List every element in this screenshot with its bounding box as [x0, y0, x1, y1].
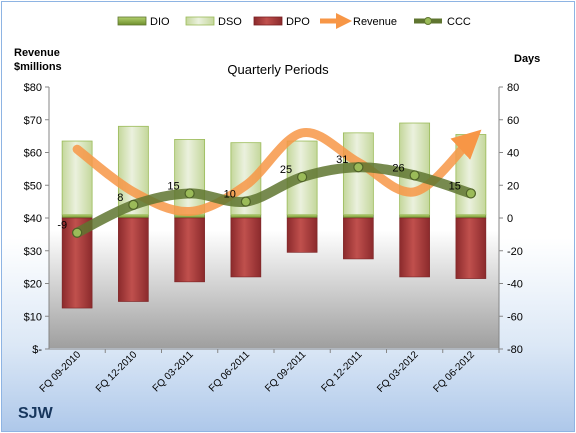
legend-item-revenue: Revenue — [320, 12, 397, 30]
ccc-point — [465, 188, 476, 199]
ticker-label: SJW — [18, 405, 54, 422]
ccc-point — [353, 162, 364, 173]
legend-item-ccc: CCC — [414, 16, 471, 28]
right-axis: -80 -60 -40 -20 0 20 40 60 80 — [499, 82, 523, 356]
bar-dpo — [343, 217, 374, 260]
bar-dio — [230, 214, 262, 219]
revenue-layer — [72, 128, 482, 216]
left-tick-label: $10 — [24, 311, 42, 323]
ccc-data-label: 25 — [280, 164, 292, 176]
bar-dso — [174, 138, 206, 216]
right-tick-label: 80 — [507, 82, 519, 94]
x-tick-label: FQ 12-2010 — [94, 349, 140, 395]
left-axis-title-line1: Revenue — [14, 47, 60, 59]
right-tick-label: 40 — [507, 148, 519, 160]
left-tick-label: $20 — [24, 279, 42, 291]
ccc-data-label: 10 — [224, 189, 236, 201]
x-tick-label: FQ 06-2012 — [431, 349, 477, 395]
bar-dio — [118, 214, 149, 219]
ccc-point — [409, 170, 420, 181]
chart-title: Quarterly Periods — [227, 62, 329, 77]
bar-dio — [61, 214, 93, 219]
ccc-data-label: 31 — [336, 154, 348, 166]
right-tick-label: -40 — [507, 279, 523, 291]
x-axis: FQ 09-2010 FQ 12-2010 FQ 03-2011 FQ 06-2011… — [38, 349, 500, 395]
bars-layer — [61, 122, 487, 309]
legend-item-dso: DSO — [185, 16, 242, 28]
legend-label-dso: DSO — [218, 16, 242, 28]
left-tick-label: $- — [32, 344, 42, 356]
ccc-layer: -9 8 15 10 25 31 26 15 — [57, 154, 476, 238]
bar-dio — [343, 214, 374, 219]
right-tick-label: -60 — [507, 311, 523, 323]
left-axis: $- $10 $20 $30 $40 $50 $60 $70 $80 — [24, 82, 49, 356]
x-tick-label: FQ 06-2011 — [207, 349, 252, 394]
right-tick-label: -20 — [507, 246, 523, 258]
ccc-data-label: 15 — [167, 180, 179, 192]
revenue-line — [72, 128, 482, 216]
ccc-point — [128, 199, 139, 210]
x-tick-label: FQ 09-2010 — [38, 349, 84, 395]
left-axis-title-line2: $millions — [14, 61, 62, 73]
bar-dpo — [118, 217, 149, 302]
ccc-data-label: -9 — [57, 220, 67, 232]
legend-label-dio: DIO — [150, 16, 170, 28]
left-tick-label: $60 — [24, 148, 42, 160]
x-tick-label: FQ 03-2012 — [375, 349, 421, 395]
legend-item-dpo: DPO — [253, 16, 310, 28]
bar-dio — [455, 214, 487, 219]
bar-dpo — [455, 217, 487, 279]
ccc-point — [240, 196, 251, 207]
legend: DIO DSO DPO Revenue CCC — [117, 12, 471, 30]
bar-dpo — [399, 217, 430, 278]
right-tick-label: 0 — [507, 213, 513, 225]
legend-label-dpo: DPO — [286, 16, 310, 28]
legend-label-revenue: Revenue — [353, 16, 397, 28]
ccc-point — [72, 227, 83, 238]
right-axis-title: Days — [514, 53, 540, 65]
ccc-data-label: 26 — [392, 162, 404, 174]
legend-item-dio: DIO — [117, 16, 170, 28]
bar-dio — [399, 214, 430, 219]
ccc-point — [297, 171, 308, 183]
x-tick-label: FQ 09-2011 — [263, 349, 308, 394]
legend-label-ccc: CCC — [447, 16, 471, 28]
ccc-data-label: 8 — [117, 192, 123, 204]
x-tick-label: FQ 03-2011 — [151, 349, 196, 394]
bar-dio — [286, 214, 318, 219]
ccc-point — [184, 188, 195, 199]
left-tick-label: $70 — [24, 115, 42, 127]
left-tick-label: $40 — [24, 213, 42, 225]
left-tick-label: $50 — [24, 180, 42, 192]
bar-dpo — [174, 217, 205, 283]
right-tick-label: 20 — [507, 180, 519, 192]
bar-dpo — [286, 217, 318, 253]
bar-dpo — [230, 217, 262, 278]
left-tick-label: $80 — [24, 82, 42, 94]
right-tick-label: 60 — [507, 115, 519, 127]
x-tick-label: FQ 12-2011 — [320, 349, 365, 394]
ccc-data-label: 15 — [449, 180, 461, 192]
left-tick-label: $30 — [24, 246, 42, 258]
right-tick-label: -80 — [507, 344, 523, 356]
